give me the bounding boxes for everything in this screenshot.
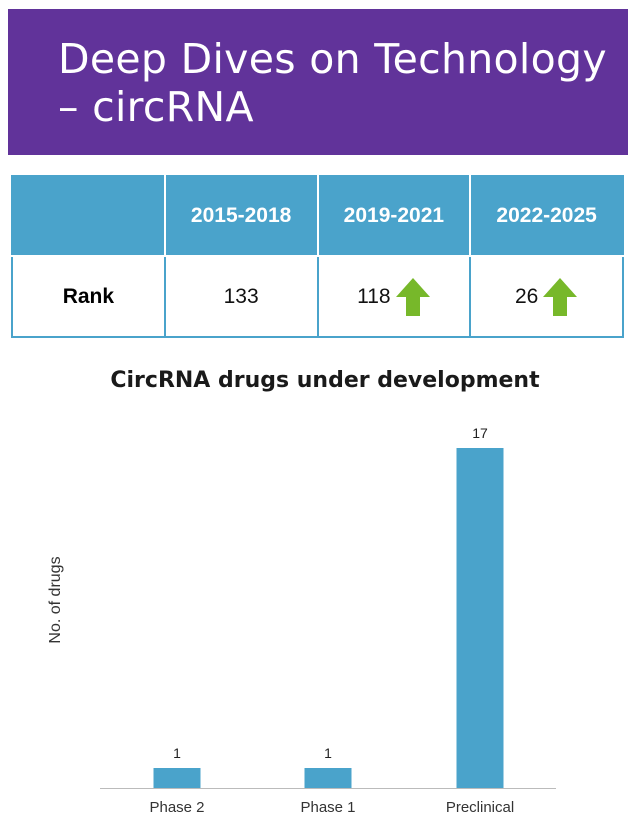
bar-chart: CircRNA drugs under development [0,355,634,829]
table-row: Rank 133 118 26 [11,255,624,338]
x-tick-label: Preclinical [446,799,514,816]
rank-value: 118 [357,284,391,308]
x-tick-label: Phase 2 [149,799,204,816]
x-tick-label: Phase 1 [300,799,355,816]
header-banner: Deep Dives on Technology – circRNA [8,9,628,155]
table-header-cell-empty [11,175,166,257]
up-arrow-icon [543,277,578,316]
rank-table: 2015-2018 2019-2021 2022-2025 Rank 133 1… [11,175,624,338]
table-header-cell-2015-2018: 2015-2018 [163,175,319,257]
table-header-cell-2019-2021: 2019-2021 [316,175,472,257]
rank-value: 26 [514,284,539,308]
rank-cell-2019-2021: 118 [316,255,472,338]
chart-title: CircRNA drugs under development [110,368,540,393]
row-label-rank: Rank [11,255,166,338]
table-header-row: 2015-2018 2019-2021 2022-2025 [11,175,624,257]
data-label: 17 [472,425,488,441]
rank-cell-2015-2018: 133 [163,255,319,338]
up-arrow-icon [395,277,430,316]
rank-value: 133 [223,284,259,308]
bar-preclinical [456,448,504,788]
rank-cell-2022-2025: 26 [469,255,624,338]
data-label: 1 [324,745,332,761]
bar-phase-1 [304,768,352,788]
bar-phase-2 [153,768,201,788]
page-title: Deep Dives on Technology – circRNA [58,35,607,131]
table-header-cell-2022-2025: 2022-2025 [469,175,624,257]
data-label: 1 [173,745,181,761]
